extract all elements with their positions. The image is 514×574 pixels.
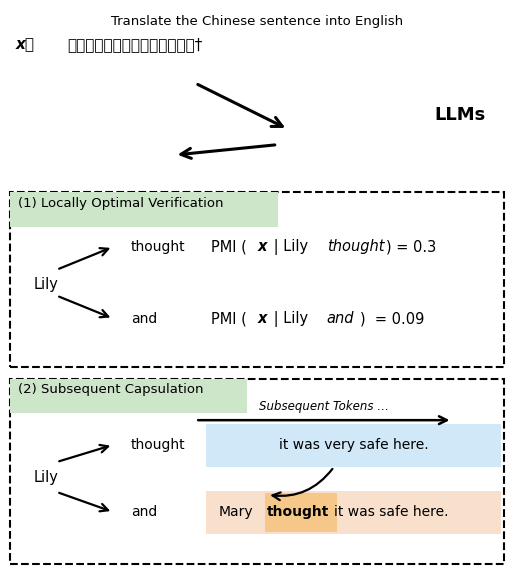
Text: )  = 0.09: ) = 0.09 (360, 311, 425, 326)
Text: it was very safe here.: it was very safe here. (279, 438, 428, 452)
Text: x: x (258, 311, 267, 326)
Text: x: x (258, 239, 267, 254)
Text: | Lily: | Lily (269, 311, 313, 327)
Text: 菄莉和玛丽认为这里非常安全。†: 菄莉和玛丽认为这里非常安全。† (67, 37, 202, 52)
Text: it was safe here.: it was safe here. (334, 505, 449, 519)
Text: (1) Locally Optimal Verification: (1) Locally Optimal Verification (18, 197, 224, 210)
Text: and: and (131, 505, 157, 519)
Text: ) = 0.3: ) = 0.3 (386, 239, 436, 254)
Text: thought: thought (131, 240, 186, 254)
Text: thought: thought (267, 505, 329, 519)
Text: Mary: Mary (218, 505, 253, 519)
FancyBboxPatch shape (206, 424, 501, 467)
Text: PMI (: PMI ( (211, 311, 247, 326)
Text: Lily: Lily (34, 470, 59, 485)
FancyBboxPatch shape (206, 491, 501, 534)
FancyBboxPatch shape (265, 493, 337, 532)
Text: Translate the Chinese sentence into English: Translate the Chinese sentence into Engl… (111, 15, 403, 29)
Text: and: and (131, 312, 157, 325)
FancyBboxPatch shape (10, 192, 504, 367)
Text: (2) Subsequent Capsulation: (2) Subsequent Capsulation (18, 383, 204, 397)
Text: thought: thought (131, 438, 186, 452)
Text: PMI (: PMI ( (211, 239, 247, 254)
FancyBboxPatch shape (10, 379, 247, 413)
FancyBboxPatch shape (10, 192, 278, 227)
Text: and: and (327, 311, 355, 326)
Text: thought: thought (327, 239, 384, 254)
Text: Lily: Lily (34, 277, 59, 292)
Text: LLMs: LLMs (434, 106, 486, 124)
Text: x：: x： (15, 37, 34, 52)
Text: | Lily: | Lily (269, 239, 313, 255)
Text: Subsequent Tokens …: Subsequent Tokens … (259, 400, 389, 413)
FancyBboxPatch shape (10, 379, 504, 564)
